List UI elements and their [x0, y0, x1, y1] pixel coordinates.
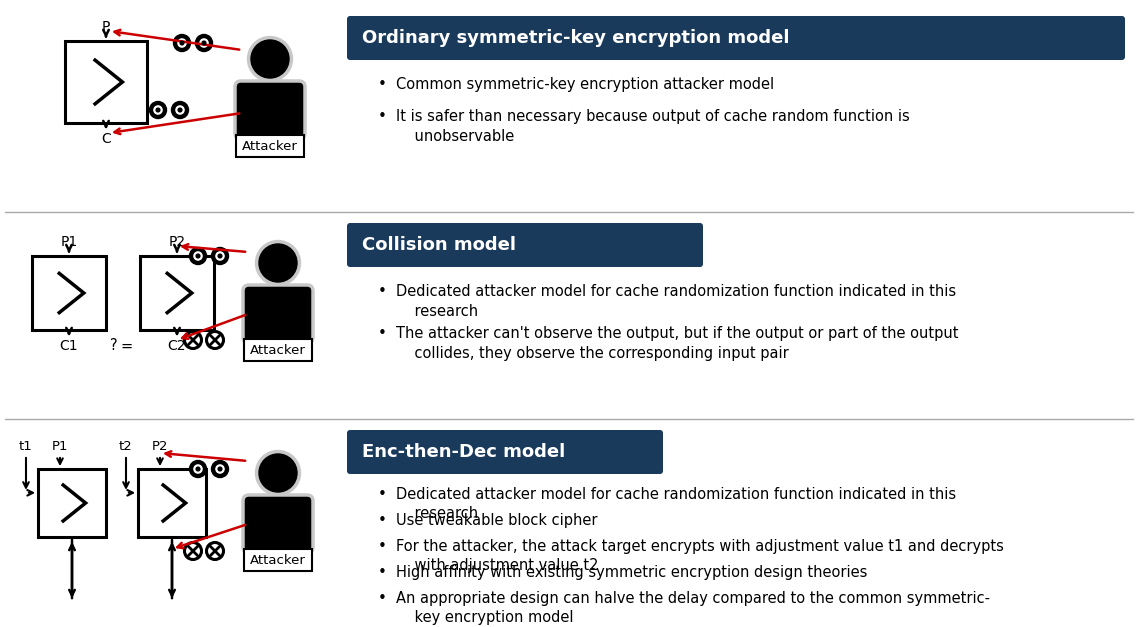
- Text: ?: ?: [110, 339, 118, 354]
- Text: P2: P2: [168, 235, 185, 249]
- Text: t2: t2: [119, 441, 133, 453]
- Text: •: •: [378, 487, 387, 502]
- Circle shape: [247, 36, 292, 82]
- Circle shape: [196, 467, 200, 471]
- Circle shape: [173, 34, 190, 51]
- FancyBboxPatch shape: [244, 285, 313, 343]
- Text: Common symmetric-key encryption attacker model: Common symmetric-key encryption attacker…: [396, 77, 774, 92]
- Circle shape: [212, 460, 229, 478]
- Text: P2: P2: [151, 441, 168, 453]
- Text: •: •: [378, 109, 387, 124]
- Text: P1: P1: [60, 235, 77, 249]
- Circle shape: [180, 41, 184, 45]
- Text: Attacker: Attacker: [242, 139, 298, 152]
- Bar: [236, 135, 304, 157]
- Text: Enc-then-Dec model: Enc-then-Dec model: [362, 443, 566, 461]
- Circle shape: [193, 465, 203, 473]
- Circle shape: [156, 108, 159, 112]
- Text: Ordinary symmetric-key encryption model: Ordinary symmetric-key encryption model: [362, 29, 790, 47]
- Circle shape: [256, 241, 300, 285]
- Text: P1: P1: [51, 441, 68, 453]
- Circle shape: [154, 106, 162, 114]
- Circle shape: [256, 451, 300, 495]
- Circle shape: [190, 248, 206, 265]
- Text: High affinity with existing symmetric encryption design theories: High affinity with existing symmetric en…: [396, 565, 867, 580]
- Circle shape: [216, 252, 224, 260]
- Text: •: •: [378, 77, 387, 92]
- Circle shape: [193, 252, 203, 260]
- Text: •: •: [378, 284, 387, 299]
- Bar: [138, 469, 206, 537]
- Text: C1: C1: [59, 339, 79, 353]
- Circle shape: [259, 454, 297, 492]
- Text: Attacker: Attacker: [250, 344, 306, 357]
- Circle shape: [179, 108, 182, 112]
- Text: =: =: [121, 339, 133, 354]
- FancyBboxPatch shape: [347, 430, 663, 474]
- FancyBboxPatch shape: [347, 16, 1125, 60]
- FancyBboxPatch shape: [347, 223, 703, 267]
- Text: Use tweakable block cipher: Use tweakable block cipher: [396, 513, 597, 528]
- Circle shape: [218, 254, 222, 258]
- Circle shape: [216, 465, 224, 473]
- Bar: [65, 41, 147, 123]
- Text: For the attacker, the attack target encrypts with adjustment value t1 and decryp: For the attacker, the attack target encr…: [396, 539, 1004, 573]
- Text: An appropriate design can halve the delay compared to the common symmetric-
    : An appropriate design can halve the dela…: [396, 591, 990, 625]
- Circle shape: [218, 467, 222, 471]
- Bar: [140, 256, 214, 330]
- Text: Attacker: Attacker: [250, 554, 306, 567]
- Text: •: •: [378, 591, 387, 606]
- Bar: [244, 339, 312, 361]
- Text: The attacker can't observe the output, but if the output or part of the output
 : The attacker can't observe the output, b…: [396, 326, 958, 361]
- Text: •: •: [378, 539, 387, 554]
- Circle shape: [190, 460, 206, 478]
- Circle shape: [212, 248, 229, 265]
- Bar: [32, 256, 106, 330]
- Circle shape: [203, 41, 206, 45]
- Text: •: •: [378, 565, 387, 580]
- Circle shape: [172, 102, 189, 119]
- Text: Dedicated attacker model for cache randomization function indicated in this
    : Dedicated attacker model for cache rando…: [396, 284, 956, 319]
- Circle shape: [259, 244, 297, 282]
- Text: t1: t1: [19, 441, 33, 453]
- Text: •: •: [378, 513, 387, 528]
- Bar: [38, 469, 106, 537]
- Text: Collision model: Collision model: [362, 236, 516, 254]
- Text: P: P: [101, 20, 110, 34]
- Bar: [244, 549, 312, 571]
- Text: C2: C2: [167, 339, 187, 353]
- Text: •: •: [378, 326, 387, 341]
- Circle shape: [251, 40, 289, 78]
- Circle shape: [176, 106, 184, 114]
- Circle shape: [196, 254, 200, 258]
- Circle shape: [149, 102, 166, 119]
- Text: Dedicated attacker model for cache randomization function indicated in this
    : Dedicated attacker model for cache rando…: [396, 487, 956, 521]
- Circle shape: [178, 39, 187, 47]
- FancyBboxPatch shape: [236, 81, 305, 139]
- FancyBboxPatch shape: [244, 495, 313, 553]
- Circle shape: [200, 39, 208, 47]
- Text: It is safer than necessary because output of cache random function is
    unobse: It is safer than necessary because outpu…: [396, 109, 909, 144]
- Circle shape: [196, 34, 213, 51]
- Text: C: C: [101, 132, 110, 146]
